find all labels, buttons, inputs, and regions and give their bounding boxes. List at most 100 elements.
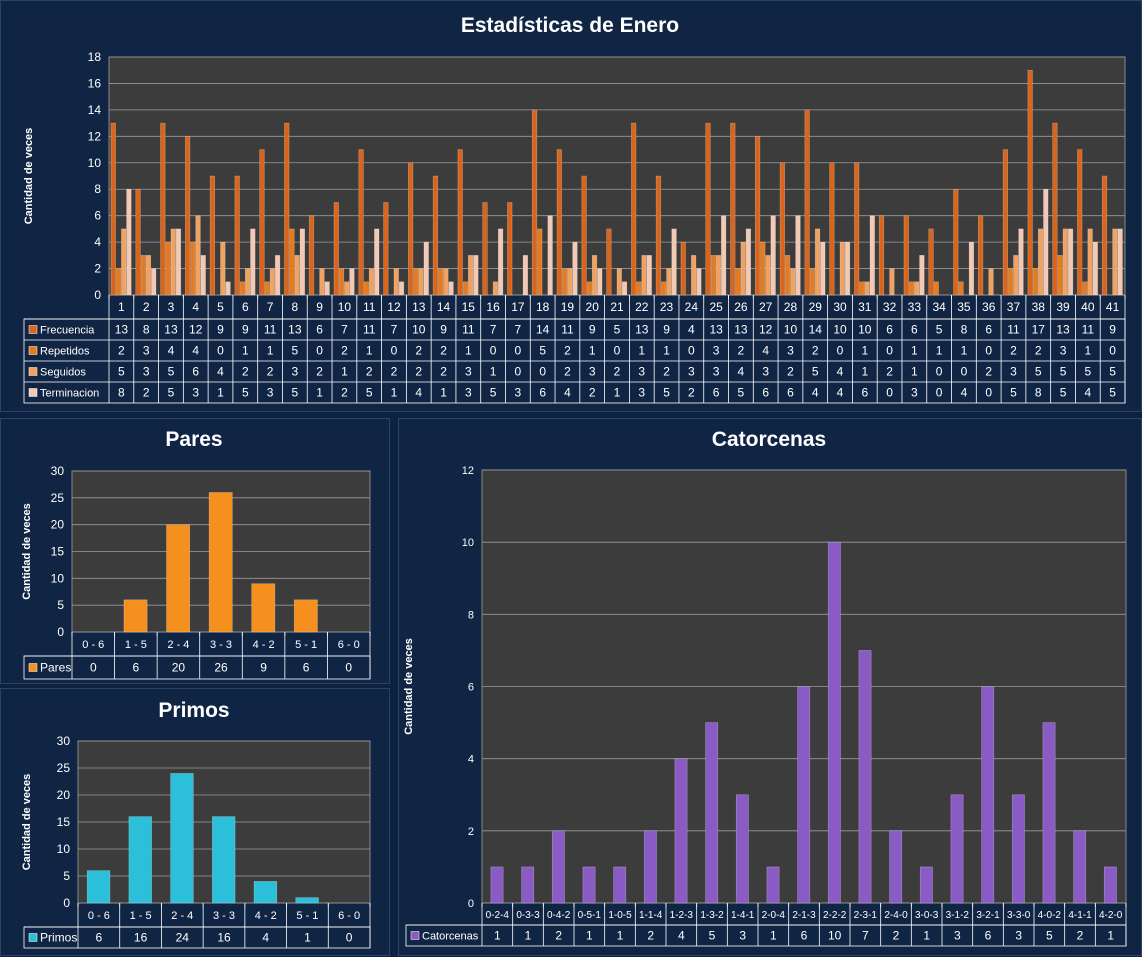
x-tick-label: 39 [1056, 300, 1070, 314]
bar-catorcenas [521, 866, 535, 904]
bar-catorcenas [797, 686, 811, 904]
x-tick-label: 21 [610, 300, 624, 314]
bar-terminacion [820, 241, 826, 296]
data-label: 0 [886, 386, 893, 400]
x-tick-label: 2 [143, 300, 150, 314]
x-tick-label: 4 - 2 [253, 639, 275, 651]
data-label: 13 [635, 323, 649, 337]
bar-seguidos [666, 268, 672, 296]
x-tick-label: 6 - 0 [338, 910, 360, 922]
x-tick-label: 0-3-3 [516, 910, 540, 921]
data-label: 3 [787, 344, 794, 358]
data-label: 2 [663, 365, 670, 379]
bar-seguidos [1037, 228, 1044, 296]
data-label: 1 [861, 365, 868, 379]
y-tick-label: 6 [468, 682, 474, 694]
bar-frecuencia [556, 149, 562, 296]
bar-terminacion [547, 215, 553, 296]
bar-repetidos [264, 281, 270, 296]
data-label: 16 [217, 931, 231, 945]
bar-seguidos [443, 268, 449, 296]
estadisticas-title: Estadísticas de Enero [460, 14, 680, 37]
bar-frecuencia [185, 136, 191, 296]
bar-catorcenas [1011, 794, 1025, 904]
bar-frecuencia [408, 162, 414, 296]
y-tick-label: 12 [88, 129, 102, 143]
data-label: 4 [738, 365, 745, 379]
bar-catorcenas [950, 794, 964, 904]
data-label: 7 [862, 929, 869, 943]
bar-frecuencia [977, 215, 984, 296]
bar-terminacion [621, 281, 628, 296]
bar-repetidos [289, 228, 295, 296]
data-label: 0 [985, 344, 992, 358]
data-label: 1 [936, 344, 943, 358]
data-label: 9 [663, 323, 670, 337]
data-label: 11 [264, 323, 277, 337]
data-label: 2 [267, 365, 274, 379]
bar-seguidos [294, 255, 300, 296]
pares-title: Pares [165, 428, 223, 451]
x-tick-label: 2-3-1 [854, 910, 878, 921]
x-tick-label: 3-3-0 [1007, 910, 1031, 921]
bar-repetidos [710, 255, 716, 296]
y-tick-label: 4 [468, 754, 474, 766]
bar-repetidos [561, 268, 568, 296]
data-label: 3 [292, 365, 299, 379]
data-label: 13 [164, 323, 178, 337]
data-label: 1 [586, 929, 593, 943]
bar-repetidos [586, 281, 592, 296]
data-label: 26 [214, 661, 228, 675]
data-label: 2 [415, 365, 422, 379]
bar-catorcenas [889, 830, 903, 904]
legend-key [28, 367, 38, 376]
data-label: 3 [911, 386, 918, 400]
data-label: 3 [589, 365, 596, 379]
data-label: 14 [809, 323, 823, 337]
bar-catorcenas [1042, 722, 1056, 904]
data-label: 1 [1084, 344, 1091, 358]
bar-terminacion [572, 241, 578, 296]
bar-frecuencia [655, 175, 662, 296]
x-tick-label: 31 [858, 300, 872, 314]
data-label: 2 [589, 386, 596, 400]
data-label: 6 [96, 931, 103, 945]
data-label: 2 [316, 365, 323, 379]
data-table [23, 655, 371, 680]
legend-label: Repetidos [40, 346, 90, 358]
bar-frecuencia [606, 228, 612, 296]
data-label: 7 [515, 323, 522, 337]
bar-repetidos [859, 281, 865, 296]
bar-seguidos [691, 255, 697, 296]
x-tick-label: 16 [486, 300, 500, 314]
data-label: 0 [936, 365, 943, 379]
data-label: 6 [787, 386, 794, 400]
data-label: 10 [784, 323, 798, 337]
data-label: 6 [762, 386, 769, 400]
data-label: 13 [734, 323, 748, 337]
data-label: 11 [363, 323, 376, 337]
data-label: 1 [440, 386, 447, 400]
bar-seguidos [914, 281, 920, 296]
bar-seguidos [814, 228, 821, 296]
bar-seguidos [567, 268, 573, 296]
data-label: 5 [292, 344, 299, 358]
x-tick-label: 7 [267, 300, 274, 314]
bar-seguidos [145, 255, 152, 296]
x-tick-label: 6 [242, 300, 249, 314]
x-tick-label: 2-0-4 [762, 910, 786, 921]
data-label: 3 [713, 344, 720, 358]
data-label: 3 [465, 365, 472, 379]
data-label: 6 [985, 929, 992, 943]
bar-frecuencia [854, 162, 860, 296]
bar-seguidos [790, 268, 796, 296]
bar-terminacion [473, 255, 479, 296]
data-label: 0 [985, 386, 992, 400]
bar-frecuencia [135, 188, 141, 296]
x-tick-label: 24 [685, 300, 699, 314]
bar-repetidos [1032, 268, 1038, 296]
data-label: 2 [1010, 344, 1017, 358]
bar-terminacion [498, 228, 504, 296]
bar-catorcenas [705, 722, 719, 904]
